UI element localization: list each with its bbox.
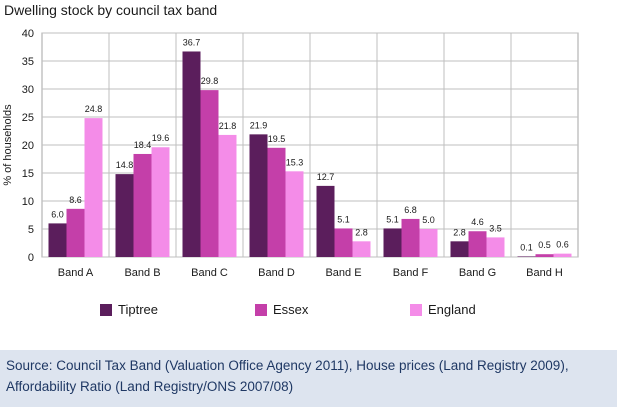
bar-essex-band-c (200, 90, 219, 258)
x-tick-label: Band B (124, 267, 160, 279)
x-tick-label: Band F (393, 267, 429, 279)
y-tick-label: 15 (22, 168, 34, 180)
legend-swatch (410, 303, 422, 316)
y-tick-label: 40 (22, 28, 34, 40)
x-tick-label: Band E (325, 267, 361, 279)
bar-essex-band-d (267, 147, 286, 257)
bar-essex-band-e (334, 228, 353, 257)
data-label: 14.8 (116, 160, 134, 170)
y-tick-label: 35 (22, 56, 34, 68)
data-label: 21.9 (250, 120, 268, 130)
bar-essex-band-a (66, 208, 85, 257)
bar-essex-band-h (535, 254, 554, 257)
bar-england-band-e (352, 241, 371, 257)
y-tick-label: 30 (22, 84, 34, 96)
legend-label: Tiptree (118, 302, 158, 317)
data-label: 5.1 (337, 214, 350, 224)
legend-item-tiptree: Tiptree (100, 302, 158, 317)
legend-label: England (428, 302, 476, 317)
data-label: 6.8 (404, 205, 417, 215)
bar-chart: 0 5 10 15 20 25 30 35 40 % of households 6.0 8.6 24.… (2, 28, 579, 279)
bar-tiptree-band-c (182, 51, 201, 258)
x-tick-label: Band C (191, 267, 228, 279)
data-label: 8.6 (69, 195, 82, 205)
data-label: 18.4 (134, 140, 152, 150)
data-label: 21.8 (219, 121, 237, 131)
data-label: 4.6 (471, 217, 484, 227)
data-label: 24.8 (85, 104, 103, 114)
data-label: 12.7 (317, 172, 335, 182)
y-tick-label: 25 (22, 112, 34, 124)
y-tick-label: 10 (22, 196, 34, 208)
chart-legend: Tiptree Essex England (100, 302, 520, 320)
bar-england-band-f (419, 229, 438, 257)
chart-title: Dwelling stock by council tax band (4, 2, 218, 18)
data-label: 19.5 (268, 134, 286, 144)
data-label: 2.8 (453, 227, 466, 237)
bar-tiptree-band-g (450, 241, 469, 257)
legend-item-england: England (410, 302, 476, 317)
data-label: 2.8 (355, 227, 368, 237)
data-label: 5.1 (386, 214, 399, 224)
y-tick-label: 20 (22, 140, 34, 152)
bar-tiptree-band-b (115, 174, 134, 257)
legend-item-essex: Essex (255, 302, 308, 317)
data-label: 3.5 (489, 223, 502, 233)
data-label: 0.5 (538, 240, 551, 250)
bar-tiptree-band-a (48, 223, 67, 257)
data-label: 29.8 (201, 76, 219, 86)
data-label: 19.6 (152, 133, 170, 143)
bar-essex-band-g (468, 231, 487, 257)
x-tick-label: Band H (526, 267, 563, 279)
legend-swatch (255, 303, 267, 316)
legend-label: Essex (273, 302, 309, 317)
data-label: 5.0 (422, 215, 435, 225)
bar-tiptree-band-d (249, 134, 268, 257)
bar-england-band-b (151, 147, 170, 257)
bar-tiptree-band-f (383, 228, 402, 257)
bar-england-band-c (218, 134, 237, 257)
bar-essex-band-f (401, 218, 420, 257)
data-label: 36.7 (183, 37, 201, 47)
bar-england-band-d (285, 171, 304, 257)
bar-tiptree-band-h (517, 256, 536, 257)
bar-essex-band-b (133, 153, 152, 257)
data-label: 6.0 (51, 209, 64, 219)
bar-england-band-g (486, 237, 505, 257)
x-tick-label: Band G (459, 267, 496, 279)
source-line-2: Affordability Ratio (Land Registry/ONS 2… (6, 379, 294, 394)
bar-england-band-a (84, 118, 103, 258)
y-tick-label: 5 (28, 224, 34, 236)
source-line-1: Source: Council Tax Band (Valuation Offi… (6, 358, 569, 373)
y-tick-label: 0 (28, 252, 34, 264)
bar-tiptree-band-e (316, 185, 335, 257)
x-tick-label: Band A (58, 267, 94, 279)
source-note: Source: Council Tax Band (Valuation Offi… (0, 350, 617, 407)
data-label: 15.3 (286, 157, 304, 167)
legend-swatch (100, 303, 112, 316)
bar-england-band-h (553, 253, 572, 257)
x-tick-label: Band D (258, 267, 295, 279)
data-label: 0.6 (556, 240, 569, 250)
y-axis-label: % of households (2, 104, 14, 186)
data-label: 0.1 (520, 242, 533, 252)
